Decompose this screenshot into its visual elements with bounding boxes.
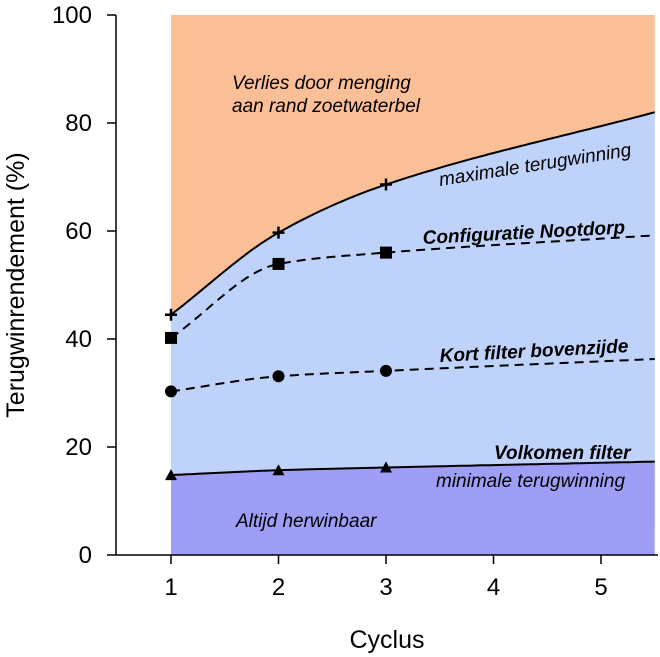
series-line-2	[170, 358, 655, 393]
axes: 0 20 40 60 80 100 1 2 3 4 5	[52, 2, 658, 601]
x-tick-label-4: 5	[594, 574, 607, 601]
marker-2-2	[380, 364, 392, 377]
y-axis-title: Terugwinrendement (%)	[2, 152, 30, 417]
annotation-loss-line2: aan rand zoetwaterbel	[232, 96, 421, 117]
marker-3-1	[272, 464, 285, 476]
series-markers	[165, 178, 392, 481]
marker-3-2	[380, 461, 392, 473]
y-tick-label-4: 80	[65, 110, 92, 137]
marker-1-2	[380, 246, 392, 259]
y-ticks: 0 20 40 60 80 100	[52, 2, 116, 569]
marker-1-0	[165, 331, 177, 344]
marker-0-0	[165, 308, 177, 321]
region-loss-mixing	[171, 15, 655, 315]
x-ticks: 1 2 3 4 5	[164, 555, 608, 601]
series-line-1	[170, 234, 655, 339]
marker-0-2	[380, 178, 392, 191]
y-tick-label-1: 20	[65, 434, 92, 461]
x-tick-label-1: 2	[272, 574, 285, 601]
series-line-3	[170, 460, 655, 477]
series-curves	[170, 111, 656, 477]
annotation-volkomen: Volkomen filter	[494, 443, 632, 464]
y-tick-label-5: 100	[52, 2, 92, 29]
y-tick-label-3: 60	[65, 218, 92, 245]
x-axis-title: Cyclus	[349, 626, 424, 654]
annotation-min-curve: minimale terugwinning	[436, 471, 625, 492]
y-tick-label-0: 0	[79, 542, 92, 569]
x-tick-label-0: 1	[164, 574, 177, 601]
marker-2-1	[272, 370, 285, 383]
x-tick-label-2: 3	[379, 574, 392, 601]
annotation-always: Altijd herwinbaar	[235, 511, 377, 532]
annotation-loss-line1: Verlies door menging	[232, 73, 411, 94]
region-always-recoverable	[171, 461, 655, 555]
x-tick-label-3: 4	[487, 574, 500, 601]
marker-1-1	[272, 257, 285, 270]
y-tick-label-2: 40	[65, 326, 92, 353]
series-line-0	[170, 111, 656, 316]
marker-2-0	[165, 385, 177, 398]
marker-3-0	[165, 469, 177, 481]
regions	[171, 15, 655, 555]
region-recoverable	[171, 112, 655, 476]
marker-0-1	[272, 226, 285, 239]
